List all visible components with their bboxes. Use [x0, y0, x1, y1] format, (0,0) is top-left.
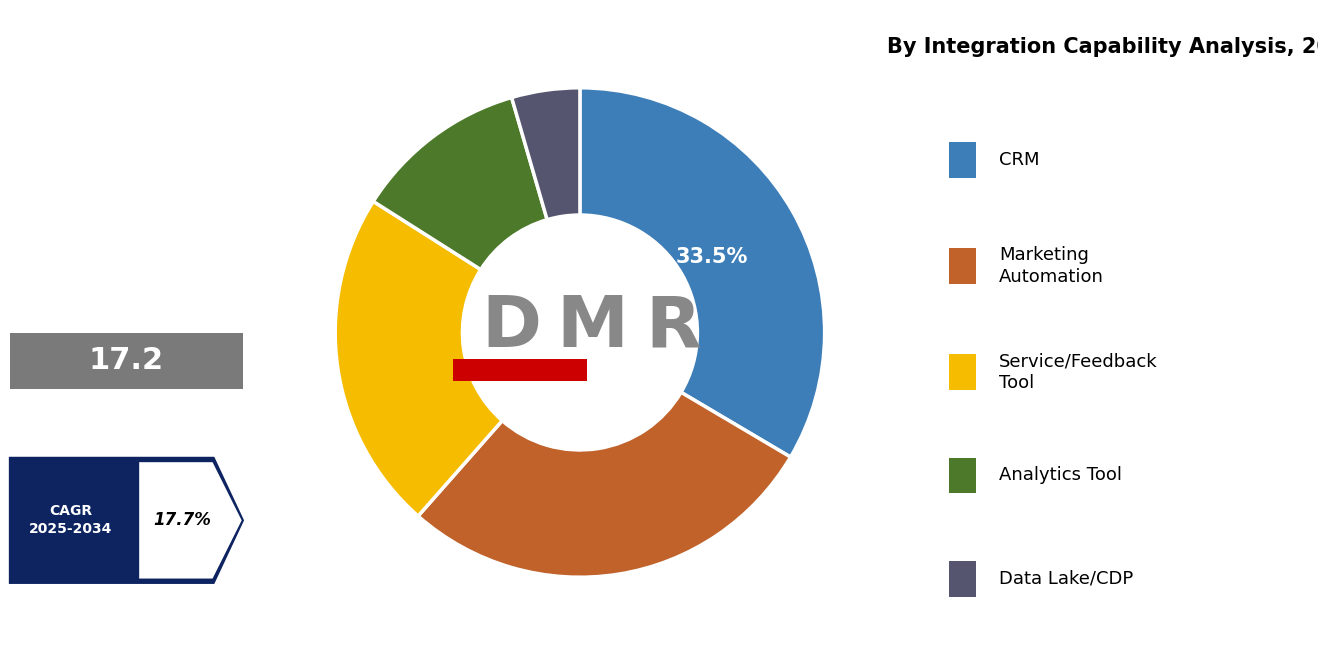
Text: D: D: [481, 293, 542, 362]
Text: Data Lake/CDP: Data Lake/CDP: [999, 569, 1133, 588]
Text: By Integration Capability Analysis, 2025: By Integration Capability Analysis, 2025: [887, 37, 1318, 57]
Text: CAGR
2025-2034: CAGR 2025-2034: [29, 504, 112, 536]
Text: 17.2: 17.2: [90, 346, 163, 375]
Wedge shape: [335, 201, 502, 516]
Text: Marketing
Automation: Marketing Automation: [999, 246, 1104, 286]
Bar: [949, 561, 975, 597]
Text: Service/Feedback
Tool: Service/Feedback Tool: [999, 352, 1157, 392]
Text: Analytics Tool: Analytics Tool: [999, 466, 1122, 485]
Text: 17.7%: 17.7%: [153, 511, 211, 529]
Wedge shape: [580, 88, 825, 457]
Bar: [11, 332, 243, 389]
Bar: [452, 359, 588, 382]
Text: M: M: [556, 293, 629, 362]
Wedge shape: [511, 88, 580, 219]
Text: R: R: [645, 293, 701, 362]
Text: 33.5%: 33.5%: [676, 247, 747, 267]
Text: CRM: CRM: [999, 150, 1040, 169]
Polygon shape: [140, 462, 241, 579]
Bar: [949, 354, 975, 390]
Bar: [949, 142, 975, 178]
Bar: [949, 458, 975, 493]
Text: Global Customer
Journey Mapping
Market Size
(USD Billion), 2025: Global Customer Journey Mapping Market S…: [49, 243, 204, 322]
Polygon shape: [8, 456, 245, 585]
Bar: [949, 248, 975, 284]
Wedge shape: [418, 392, 791, 577]
Text: Dimension
Market
Research: Dimension Market Research: [43, 70, 210, 170]
Wedge shape: [373, 98, 547, 269]
